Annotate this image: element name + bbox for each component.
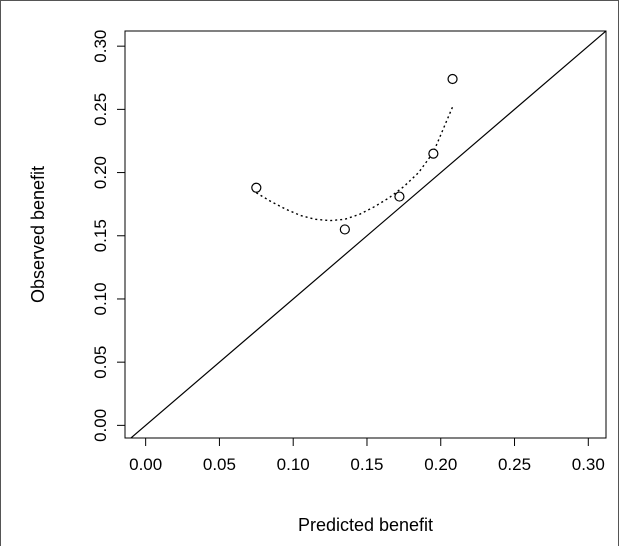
x-tick-label: 0.20 — [424, 455, 457, 474]
y-tick-label: 0.10 — [91, 282, 110, 315]
x-axis-label: Predicted benefit — [298, 515, 433, 535]
x-tick-label: 0.05 — [203, 455, 236, 474]
data-point-4 — [428, 148, 439, 159]
identity-line — [129, 31, 606, 438]
y-axis: 0.00 0.05 0.10 0.15 0.20 0.25 0.30 — [91, 30, 126, 442]
x-axis: 0.00 0.05 0.10 0.15 0.20 0.25 0.30 — [129, 437, 605, 474]
y-tick-label: 0.25 — [91, 93, 110, 126]
data-point-2 — [339, 224, 350, 235]
data-point-1 — [251, 182, 262, 193]
x-tick-label: 0.15 — [350, 455, 383, 474]
x-tick-label: 0.25 — [498, 455, 531, 474]
x-tick-label: 0.30 — [572, 455, 605, 474]
smooth-curve — [255, 106, 454, 222]
y-tick-label: 0.20 — [91, 156, 110, 189]
y-tick-label: 0.15 — [91, 219, 110, 252]
x-tick-label: 0.00 — [129, 455, 162, 474]
y-tick-label: 0.30 — [91, 30, 110, 63]
y-tick-label: 0.00 — [91, 409, 110, 442]
data-point-5 — [447, 73, 458, 85]
y-tick-label: 0.05 — [91, 346, 110, 379]
x-tick-label: 0.10 — [277, 455, 310, 474]
y-axis-label: Observed benefit — [28, 166, 48, 303]
data-point-3 — [394, 191, 405, 202]
